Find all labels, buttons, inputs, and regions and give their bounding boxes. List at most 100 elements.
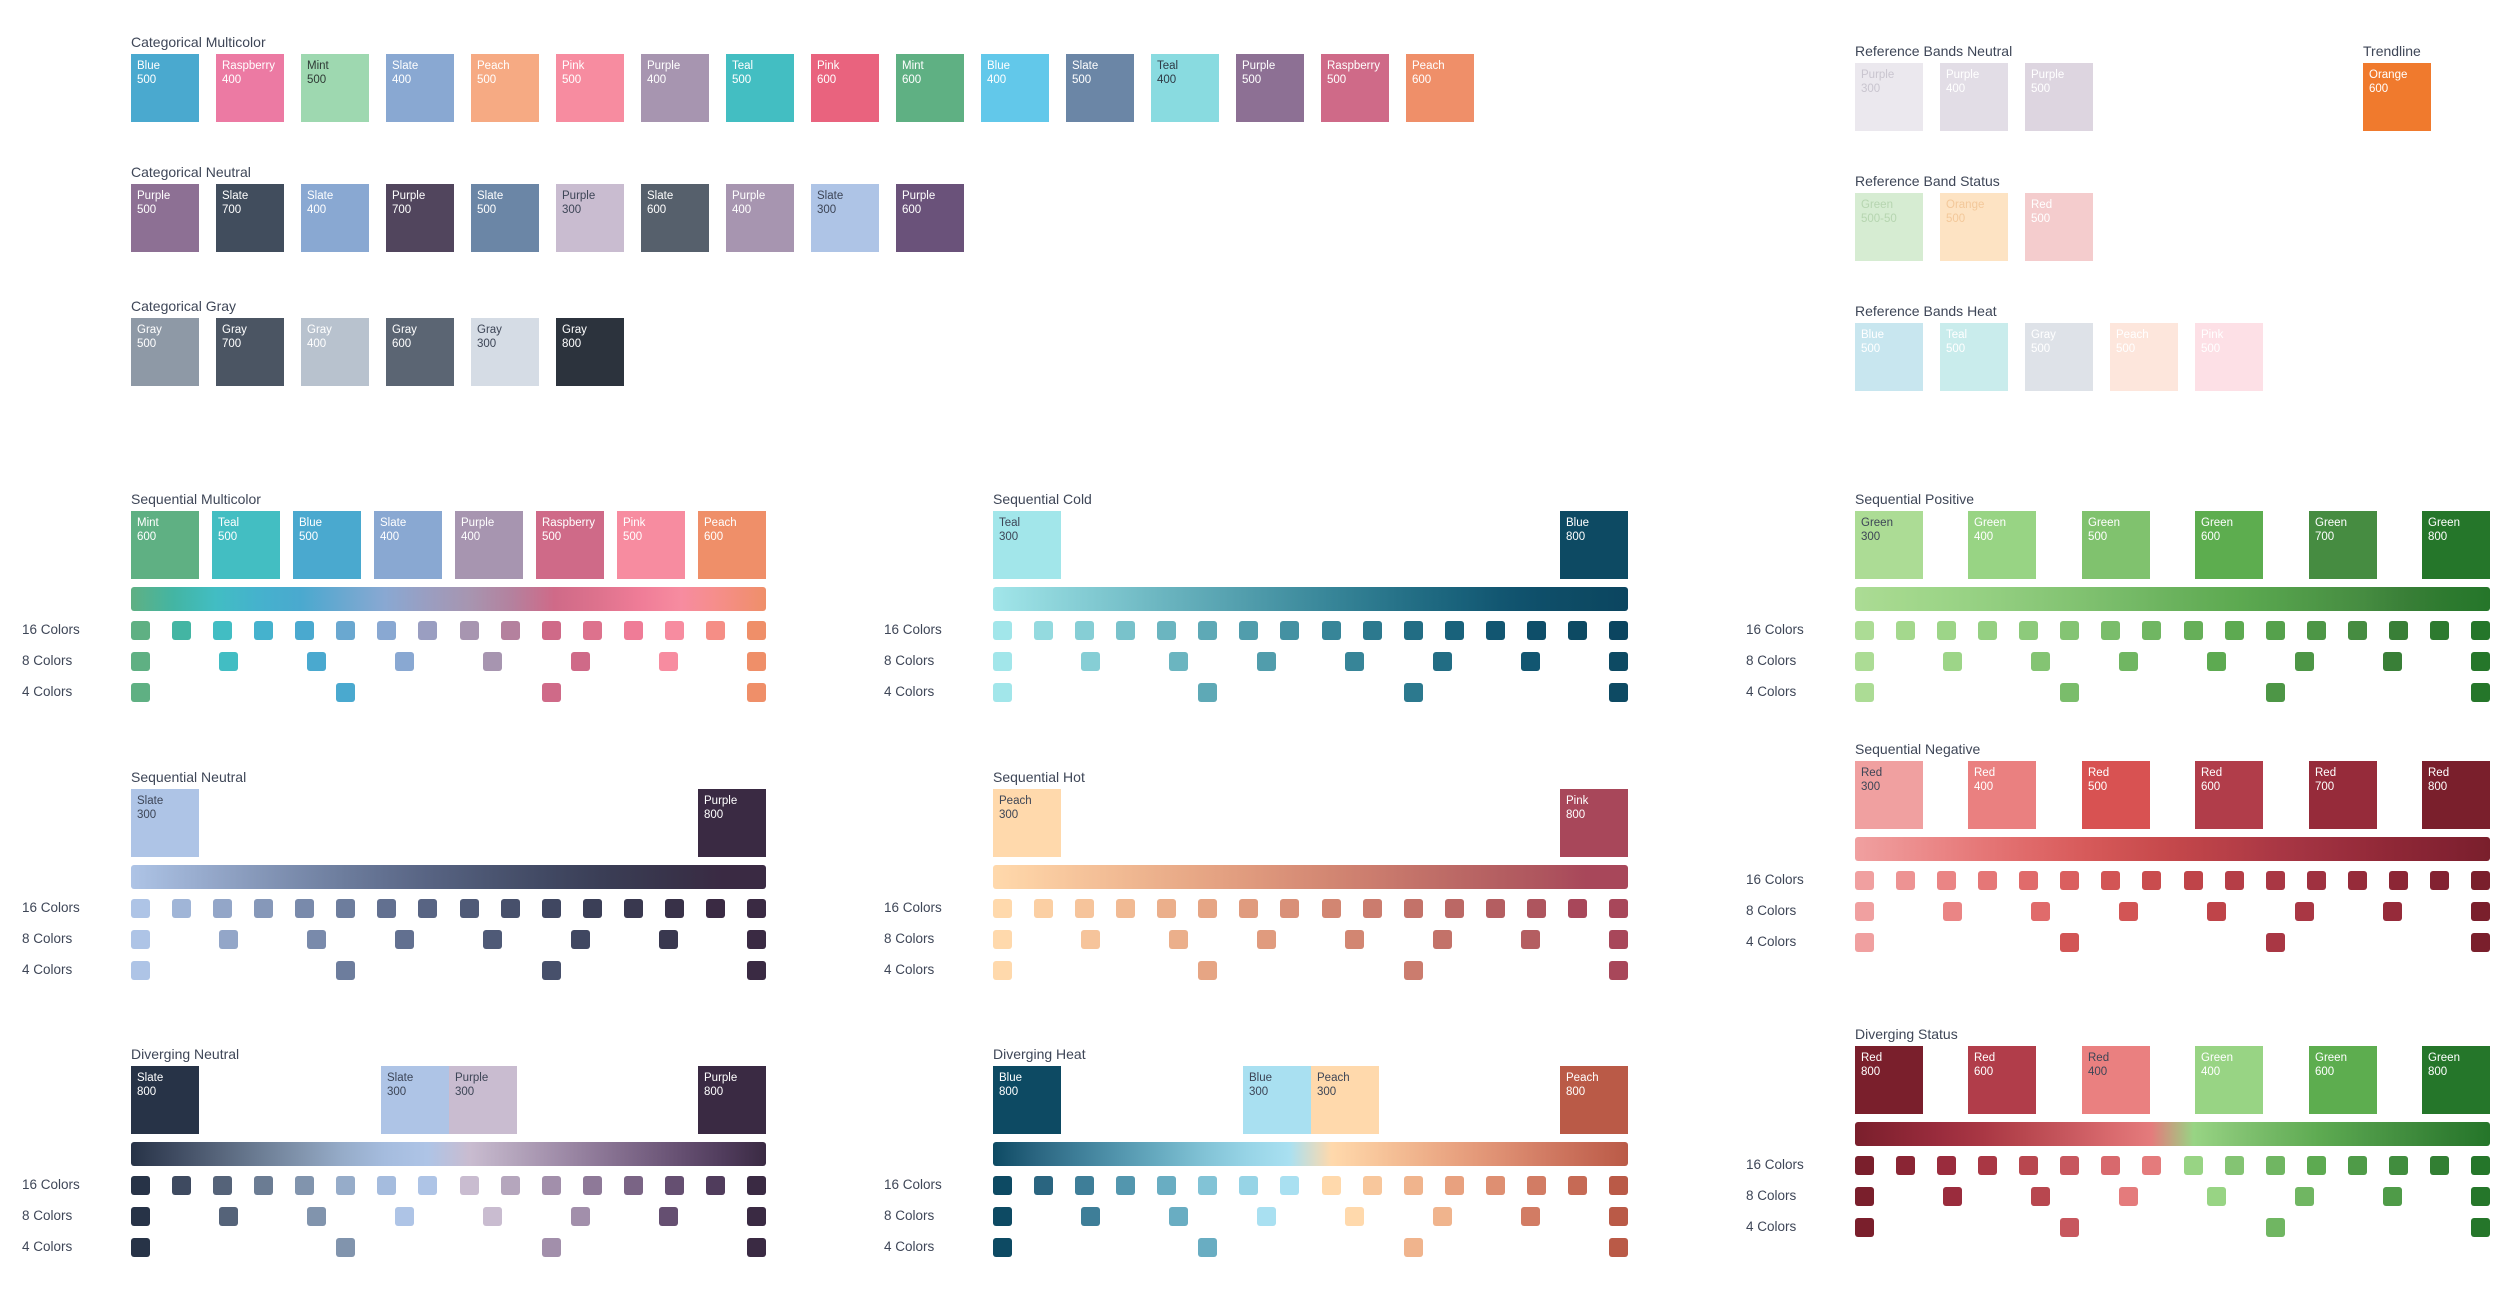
color-swatch[interactable]: Purple 800: [698, 1066, 766, 1134]
color-swatch[interactable]: Gray 600: [386, 318, 454, 386]
color-swatch[interactable]: Purple 300: [556, 184, 624, 252]
color-swatch[interactable]: Gray 500: [131, 318, 199, 386]
color-swatch[interactable]: Peach 300: [1311, 1066, 1379, 1134]
color-dot[interactable]: [1937, 1156, 1956, 1175]
color-swatch[interactable]: Blue 500: [293, 511, 361, 579]
color-dot[interactable]: [1609, 961, 1628, 980]
color-dot[interactable]: [213, 1176, 232, 1195]
color-dot[interactable]: [2101, 871, 2120, 890]
color-dot[interactable]: [1937, 871, 1956, 890]
color-dot[interactable]: [307, 930, 326, 949]
color-swatch[interactable]: Slate 500: [471, 184, 539, 252]
color-swatch[interactable]: Purple 600: [896, 184, 964, 252]
color-swatch[interactable]: Pink 800: [1560, 789, 1628, 857]
color-dot[interactable]: [2471, 871, 2490, 890]
color-dot[interactable]: [1280, 1176, 1299, 1195]
color-swatch[interactable]: Green 600: [2309, 1046, 2377, 1114]
color-dot[interactable]: [1081, 930, 1100, 949]
color-swatch[interactable]: Blue 800: [993, 1066, 1061, 1134]
color-swatch[interactable]: Raspberry 500: [536, 511, 604, 579]
color-dot[interactable]: [377, 1176, 396, 1195]
color-swatch[interactable]: Purple 400: [641, 54, 709, 122]
color-swatch[interactable]: Red 700: [2309, 761, 2377, 829]
color-dot[interactable]: [336, 899, 355, 918]
color-dot[interactable]: [131, 899, 150, 918]
color-dot[interactable]: [1198, 1238, 1217, 1257]
color-dot[interactable]: [542, 621, 561, 640]
color-dot[interactable]: [542, 961, 561, 980]
color-dot[interactable]: [2101, 621, 2120, 640]
color-dot[interactable]: [542, 899, 561, 918]
color-dot[interactable]: [1855, 933, 1874, 952]
color-dot[interactable]: [993, 930, 1012, 949]
color-dot[interactable]: [2471, 652, 2490, 671]
color-dot[interactable]: [172, 621, 191, 640]
color-dot[interactable]: [2471, 1187, 2490, 1206]
color-swatch[interactable]: Green 500-50: [1855, 193, 1923, 261]
color-dot[interactable]: [336, 1176, 355, 1195]
color-dot[interactable]: [1433, 1207, 1452, 1226]
color-dot[interactable]: [1198, 961, 1217, 980]
color-dot[interactable]: [1322, 899, 1341, 918]
color-dot[interactable]: [1081, 1207, 1100, 1226]
color-dot[interactable]: [1609, 930, 1628, 949]
color-swatch[interactable]: Purple 700: [386, 184, 454, 252]
color-dot[interactable]: [1157, 1176, 1176, 1195]
color-dot[interactable]: [1322, 621, 1341, 640]
color-swatch[interactable]: Red 600: [2195, 761, 2263, 829]
color-dot[interactable]: [172, 1176, 191, 1195]
color-dot[interactable]: [213, 899, 232, 918]
color-dot[interactable]: [1169, 652, 1188, 671]
color-dot[interactable]: [747, 1176, 766, 1195]
color-swatch[interactable]: Purple 500: [131, 184, 199, 252]
color-swatch[interactable]: Green 400: [1968, 511, 2036, 579]
color-dot[interactable]: [1896, 621, 1915, 640]
color-dot[interactable]: [172, 899, 191, 918]
color-swatch[interactable]: Red 400: [2082, 1046, 2150, 1114]
color-dot[interactable]: [993, 1238, 1012, 1257]
color-swatch[interactable]: Peach 600: [1406, 54, 1474, 122]
color-swatch[interactable]: Slate 600: [641, 184, 709, 252]
color-swatch[interactable]: Purple 400: [726, 184, 794, 252]
color-swatch[interactable]: Slate 400: [301, 184, 369, 252]
color-dot[interactable]: [583, 621, 602, 640]
color-dot[interactable]: [295, 621, 314, 640]
color-swatch[interactable]: Peach 600: [698, 511, 766, 579]
color-dot[interactable]: [336, 1238, 355, 1257]
color-dot[interactable]: [1943, 652, 1962, 671]
color-dot[interactable]: [993, 683, 1012, 702]
color-dot[interactable]: [2142, 621, 2161, 640]
color-dot[interactable]: [542, 1238, 561, 1257]
color-dot[interactable]: [1609, 621, 1628, 640]
color-dot[interactable]: [1978, 1156, 1997, 1175]
color-dot[interactable]: [483, 652, 502, 671]
color-dot[interactable]: [659, 652, 678, 671]
color-dot[interactable]: [1521, 930, 1540, 949]
color-swatch[interactable]: Gray 500: [2025, 323, 2093, 391]
color-dot[interactable]: [1257, 652, 1276, 671]
color-swatch[interactable]: Green 400: [2195, 1046, 2263, 1114]
color-dot[interactable]: [2307, 1156, 2326, 1175]
color-swatch[interactable]: Teal 400: [1151, 54, 1219, 122]
color-swatch[interactable]: Raspberry 500: [1321, 54, 1389, 122]
color-dot[interactable]: [219, 930, 238, 949]
color-dot[interactable]: [307, 652, 326, 671]
color-dot[interactable]: [583, 1176, 602, 1195]
color-dot[interactable]: [1404, 1176, 1423, 1195]
color-dot[interactable]: [1239, 1176, 1258, 1195]
color-dot[interactable]: [1081, 652, 1100, 671]
color-dot[interactable]: [706, 621, 725, 640]
color-swatch[interactable]: Green 700: [2309, 511, 2377, 579]
color-swatch[interactable]: Red 300: [1855, 761, 1923, 829]
color-dot[interactable]: [747, 683, 766, 702]
color-swatch[interactable]: Purple 400: [1940, 63, 2008, 131]
color-dot[interactable]: [395, 930, 414, 949]
color-dot[interactable]: [2119, 902, 2138, 921]
color-dot[interactable]: [1855, 902, 1874, 921]
color-dot[interactable]: [1609, 899, 1628, 918]
color-dot[interactable]: [336, 621, 355, 640]
color-dot[interactable]: [2119, 652, 2138, 671]
color-dot[interactable]: [2101, 1156, 2120, 1175]
color-dot[interactable]: [2031, 902, 2050, 921]
color-swatch[interactable]: Gray 700: [216, 318, 284, 386]
